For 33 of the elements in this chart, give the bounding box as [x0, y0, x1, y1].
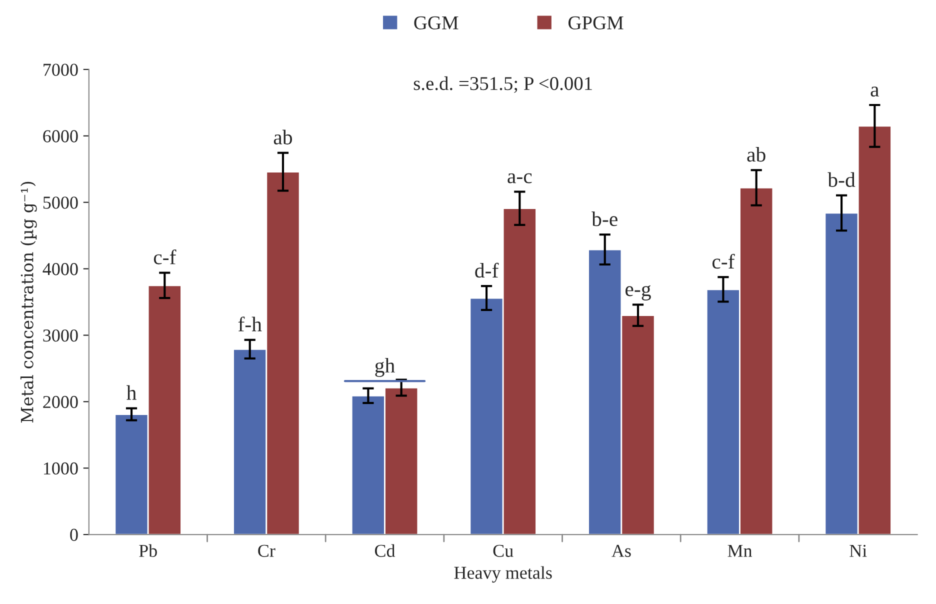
y-tick-label: 0 — [70, 528, 78, 541]
y-tick-label: 6000 — [43, 130, 78, 142]
y-tick-label: 5000 — [43, 196, 78, 209]
x-tick-label: As — [612, 544, 631, 557]
x-tick-label: Ni — [850, 544, 867, 557]
annotation: gh — [375, 358, 395, 377]
y-tick-label: 2000 — [43, 396, 78, 408]
legend-label: GGM — [414, 16, 458, 30]
data-label: c-f — [712, 254, 735, 269]
data-label: b-e — [592, 212, 618, 226]
x-tick-label: Mn — [728, 544, 752, 557]
x-tick-label: Cu — [493, 544, 514, 557]
data-label: h — [126, 385, 136, 400]
data-label: f-h — [238, 316, 262, 332]
data-label: ab — [274, 130, 292, 144]
x-tick-label: Pb — [139, 544, 157, 557]
x-tick-label: Cd — [374, 544, 396, 557]
data-label: d-f — [475, 262, 499, 278]
x-axis-title: Heavy metals — [454, 566, 552, 583]
y-tick-label: 1000 — [44, 462, 78, 475]
data-label: b-d — [828, 172, 856, 187]
data-label: e-g — [626, 285, 651, 300]
y-axis-title: Metal concentration (µg g⁻¹) — [20, 182, 37, 423]
x-tick-label: Cr — [258, 544, 276, 557]
data-label: c-f — [154, 249, 176, 264]
y-tick-label: 7000 — [44, 64, 78, 76]
y-tick-label: 4000 — [42, 263, 78, 276]
data-label: a — [870, 86, 880, 97]
annotation: s.e.d. =351.5; P <0.001 — [414, 76, 592, 93]
y-tick-label: 3000 — [43, 329, 78, 342]
legend-label: GPGM — [568, 16, 624, 30]
data-label: ab — [747, 147, 766, 162]
data-label: a-c — [508, 173, 532, 184]
